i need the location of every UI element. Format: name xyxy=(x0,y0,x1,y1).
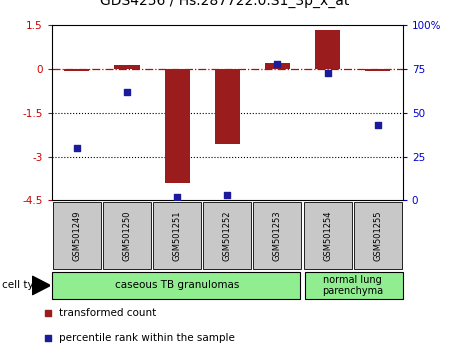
FancyBboxPatch shape xyxy=(153,202,201,269)
Text: GSM501250: GSM501250 xyxy=(122,210,131,261)
Text: GSM501252: GSM501252 xyxy=(223,210,232,261)
Text: transformed count: transformed count xyxy=(59,308,156,318)
FancyBboxPatch shape xyxy=(305,272,403,299)
FancyBboxPatch shape xyxy=(52,272,300,299)
Point xyxy=(45,335,52,341)
Point xyxy=(123,89,130,95)
FancyBboxPatch shape xyxy=(53,202,101,269)
Bar xyxy=(215,69,240,144)
Bar xyxy=(114,65,140,69)
Point xyxy=(374,122,381,128)
FancyBboxPatch shape xyxy=(203,202,251,269)
Text: GSM501254: GSM501254 xyxy=(323,210,332,261)
Text: cell type: cell type xyxy=(2,280,47,291)
Text: GSM501249: GSM501249 xyxy=(72,210,81,261)
Text: GDS4256 / Hs.287722.0.S1_3p_x_at: GDS4256 / Hs.287722.0.S1_3p_x_at xyxy=(100,0,350,8)
Bar xyxy=(165,69,189,183)
Bar xyxy=(315,30,340,69)
Text: GSM501255: GSM501255 xyxy=(373,210,382,261)
Bar xyxy=(365,69,390,71)
Text: normal lung
parenchyma: normal lung parenchyma xyxy=(322,275,383,296)
Point xyxy=(274,61,281,67)
Point xyxy=(73,145,81,151)
Point xyxy=(174,194,181,200)
Text: GSM501253: GSM501253 xyxy=(273,210,282,261)
Bar xyxy=(64,69,90,71)
Text: caseous TB granulomas: caseous TB granulomas xyxy=(115,280,239,291)
Text: percentile rank within the sample: percentile rank within the sample xyxy=(59,333,235,343)
Point xyxy=(324,70,331,75)
Bar xyxy=(265,63,290,69)
Text: GSM501251: GSM501251 xyxy=(173,210,182,261)
Point xyxy=(45,310,52,316)
FancyBboxPatch shape xyxy=(253,202,302,269)
Polygon shape xyxy=(32,276,50,295)
FancyBboxPatch shape xyxy=(303,202,351,269)
FancyBboxPatch shape xyxy=(103,202,151,269)
FancyBboxPatch shape xyxy=(354,202,402,269)
Point xyxy=(224,192,231,198)
